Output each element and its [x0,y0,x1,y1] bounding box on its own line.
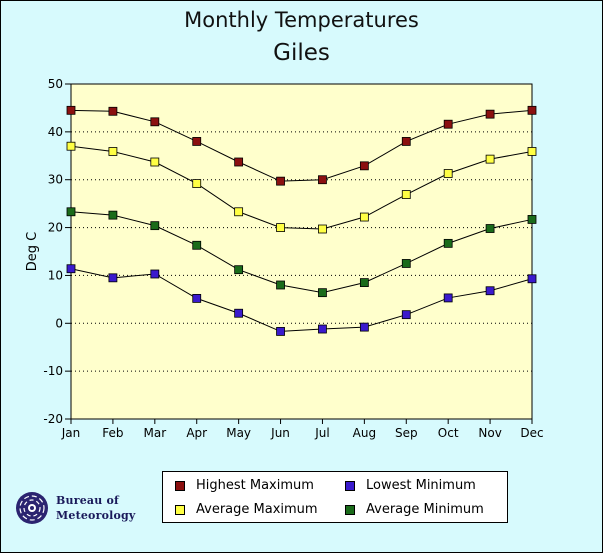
legend-swatch-average-minimum [345,504,355,515]
chart-legend: Highest Maximum Lowest Minimum Average M… [162,471,508,523]
series-line-average-maximum [70,145,533,230]
data-point-highest-maximum [66,105,76,115]
data-point-lowest-minimum [66,264,76,274]
y-tick-label: 50 [48,77,63,91]
data-point-highest-maximum [485,109,495,119]
x-tick-label: May [226,426,251,440]
data-point-average-maximum [108,147,118,156]
x-tick-label: Apr [186,426,207,440]
data-point-average-minimum [234,265,244,275]
data-point-average-maximum [318,224,327,234]
bom-logo-line1: Bureau of [56,494,119,507]
data-point-lowest-minimum [276,327,285,336]
data-point-lowest-minimum [527,274,537,284]
legend-label-average-maximum: Average Maximum [196,502,318,517]
y-tick-label: -10 [43,364,63,378]
data-point-average-minimum [150,221,160,231]
legend-item-lowest-minimum: Lowest Minimum [345,478,476,493]
data-point-lowest-minimum [150,269,160,279]
y-tick-label: 10 [48,268,63,282]
data-point-lowest-minimum [359,322,369,332]
data-point-average-minimum [359,278,369,288]
data-point-average-maximum [66,141,76,151]
y-tick-label: -20 [43,412,63,426]
data-point-lowest-minimum [234,308,244,318]
x-tick-label: Nov [478,426,501,440]
data-point-average-maximum [150,157,160,167]
data-point-average-maximum [485,154,495,164]
data-point-average-minimum [192,240,202,250]
bom-logo: Bureau of Meteorology [14,490,154,526]
legend-item-average-maximum: Average Maximum [175,502,318,517]
x-tick-label: Mar [143,426,166,440]
bom-logo-swirl-icon [16,492,48,524]
data-point-highest-maximum [318,175,327,185]
data-point-average-minimum [66,207,76,217]
data-point-lowest-minimum [108,273,118,283]
x-tick-label: Jan [61,426,81,440]
chart-subtitle: Giles [273,40,330,66]
data-point-highest-maximum [276,176,285,186]
data-point-average-maximum [443,169,453,178]
data-point-average-minimum [401,259,411,268]
data-point-highest-maximum [150,117,160,127]
data-point-average-maximum [359,212,369,222]
bom-logo-line2: Meteorology [56,509,136,522]
legend-swatch-average-maximum [175,504,185,515]
legend-label-highest-maximum: Highest Maximum [196,478,314,493]
plot-border [70,83,533,420]
x-tick-label: Oct [438,426,459,440]
data-point-lowest-minimum [443,293,453,303]
data-point-highest-maximum [401,137,411,146]
legend-item-highest-maximum: Highest Maximum [175,478,314,493]
data-point-highest-maximum [192,137,202,146]
data-point-average-minimum [318,288,327,298]
series-line-lowest-minimum [70,268,533,332]
chart-title: Monthly Temperatures [184,8,419,32]
data-point-lowest-minimum [485,286,495,296]
y-tick-label: 40 [48,125,63,139]
series-line-highest-maximum [70,109,533,182]
data-point-lowest-minimum [192,293,202,303]
data-point-highest-maximum [527,105,537,115]
x-tick-label: Dec [520,426,543,440]
data-point-highest-maximum [234,157,244,167]
data-point-average-minimum [527,215,537,224]
series-line-average-minimum [70,211,533,294]
data-point-highest-maximum [359,161,369,171]
data-point-average-maximum [192,179,202,188]
data-point-average-maximum [234,207,244,217]
x-tick-label: Feb [102,426,123,440]
data-point-average-maximum [276,223,285,232]
x-tick-label: Sep [395,426,418,440]
data-point-lowest-minimum [401,310,411,320]
legend-label-average-minimum: Average Minimum [366,502,484,517]
data-point-highest-maximum [108,106,118,116]
data-point-average-minimum [485,224,495,233]
legend-swatch-highest-maximum [175,480,185,491]
data-point-average-minimum [443,238,453,248]
data-point-lowest-minimum [318,324,327,334]
data-point-average-minimum [108,210,118,220]
x-tick-label: Jul [314,426,329,440]
y-tick-label: 0 [55,316,63,330]
data-point-average-maximum [527,147,537,156]
x-tick-label: Jun [270,426,290,440]
y-tick-label: 30 [48,173,63,187]
x-tick-label: Aug [353,426,376,440]
data-point-average-maximum [401,190,411,199]
legend-swatch-lowest-minimum [345,480,355,491]
y-axis-label: Deg C [25,232,40,271]
data-point-average-minimum [276,280,285,290]
plot-area [71,84,532,419]
data-point-highest-maximum [443,119,453,129]
legend-item-average-minimum: Average Minimum [345,502,484,517]
y-tick-label: 20 [48,221,63,235]
legend-label-lowest-minimum: Lowest Minimum [366,478,476,493]
